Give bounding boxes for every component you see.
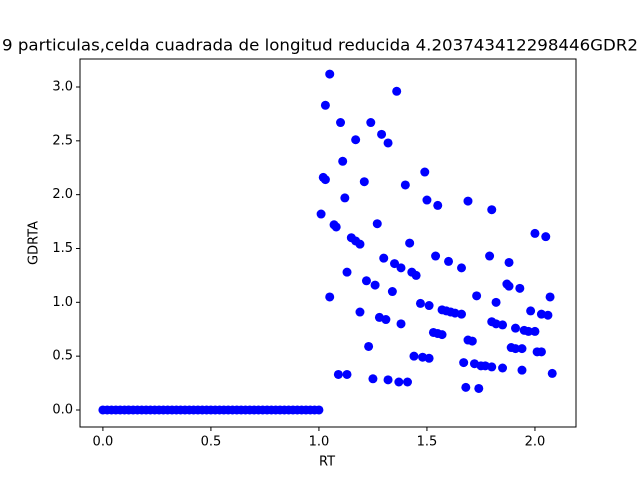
point xyxy=(381,315,391,325)
point xyxy=(355,307,365,317)
point xyxy=(394,377,404,387)
point xyxy=(325,292,335,302)
point xyxy=(338,156,348,166)
point xyxy=(467,336,477,346)
point xyxy=(392,86,402,96)
point xyxy=(336,118,346,128)
point xyxy=(457,263,467,273)
x-axis-label: RT xyxy=(319,455,335,470)
point xyxy=(383,138,393,148)
point xyxy=(511,323,521,333)
point xyxy=(314,405,324,415)
point xyxy=(415,298,425,308)
point xyxy=(515,283,525,293)
point xyxy=(431,251,441,261)
point xyxy=(472,291,482,301)
point xyxy=(523,326,533,336)
point xyxy=(543,310,553,320)
point xyxy=(340,193,350,203)
y-tick-label: 1.5 xyxy=(52,241,73,256)
point xyxy=(491,297,501,307)
y-tick-label: 2.0 xyxy=(52,187,73,202)
point xyxy=(530,228,540,238)
point xyxy=(545,292,555,302)
x-tick-label: 1.5 xyxy=(417,435,438,450)
y-tick-label: 0.0 xyxy=(52,402,73,417)
y-tick-label: 1.0 xyxy=(52,295,73,310)
point xyxy=(411,270,421,280)
point xyxy=(320,175,330,185)
point xyxy=(370,280,380,290)
point xyxy=(463,196,473,206)
point xyxy=(517,365,527,375)
point xyxy=(368,374,378,384)
point xyxy=(379,253,389,263)
point xyxy=(409,351,419,361)
point xyxy=(396,319,406,329)
point xyxy=(511,344,521,354)
point xyxy=(387,287,397,297)
point xyxy=(377,129,387,139)
point xyxy=(498,363,508,373)
point xyxy=(536,347,546,357)
point xyxy=(487,205,497,215)
point xyxy=(366,118,376,128)
point xyxy=(444,256,454,266)
point xyxy=(331,222,341,232)
point xyxy=(474,383,484,393)
point xyxy=(420,167,430,177)
point xyxy=(530,326,540,336)
point xyxy=(372,219,382,229)
point xyxy=(359,177,369,187)
point xyxy=(422,195,432,205)
point xyxy=(526,306,536,316)
point xyxy=(351,135,361,145)
point xyxy=(342,369,352,379)
point xyxy=(402,377,412,387)
point xyxy=(459,358,469,368)
point xyxy=(437,330,447,340)
point xyxy=(396,263,406,273)
point xyxy=(424,353,434,363)
point xyxy=(383,375,393,385)
x-tick-label: 1.0 xyxy=(309,435,330,450)
point xyxy=(541,232,551,242)
y-axis-label: GDRTA xyxy=(27,221,42,265)
point xyxy=(457,309,467,319)
plot-frame xyxy=(79,58,577,428)
point xyxy=(504,257,514,267)
point xyxy=(364,341,374,351)
x-tick-label: 2.0 xyxy=(525,435,546,450)
point xyxy=(547,368,557,378)
point xyxy=(487,362,497,372)
point xyxy=(355,239,365,249)
point xyxy=(342,267,352,277)
point xyxy=(461,382,471,392)
point xyxy=(433,200,443,210)
point xyxy=(504,281,514,291)
y-tick-label: 0.5 xyxy=(52,349,73,364)
x-tick-label: 0.5 xyxy=(201,435,222,450)
point xyxy=(316,209,326,219)
point xyxy=(424,301,434,311)
point xyxy=(498,320,508,330)
point xyxy=(390,259,400,269)
point xyxy=(517,344,527,354)
point xyxy=(405,238,415,248)
y-tick-label: 3.0 xyxy=(52,79,73,94)
point xyxy=(333,369,343,379)
point xyxy=(361,276,371,286)
point xyxy=(485,251,495,261)
point xyxy=(325,69,335,79)
point xyxy=(320,100,330,110)
y-tick-label: 2.5 xyxy=(52,133,73,148)
chart-title: 9 particulas,celda cuadrada de longitud … xyxy=(2,36,638,55)
point xyxy=(400,180,410,190)
x-tick-label: 0.0 xyxy=(93,435,114,450)
